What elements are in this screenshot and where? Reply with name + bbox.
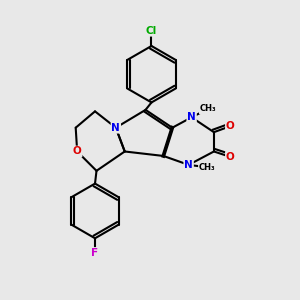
Text: Cl: Cl: [146, 26, 157, 35]
Text: O: O: [226, 152, 235, 162]
Text: F: F: [92, 248, 99, 258]
Text: N: N: [184, 160, 193, 170]
Text: Cl: Cl: [146, 26, 157, 35]
Text: CH₃: CH₃: [199, 163, 215, 172]
Text: CH₃: CH₃: [200, 104, 216, 113]
Text: N: N: [187, 112, 196, 122]
Text: O: O: [226, 121, 235, 131]
Text: N: N: [111, 123, 120, 133]
Text: O: O: [73, 146, 82, 157]
Text: F: F: [92, 248, 99, 258]
